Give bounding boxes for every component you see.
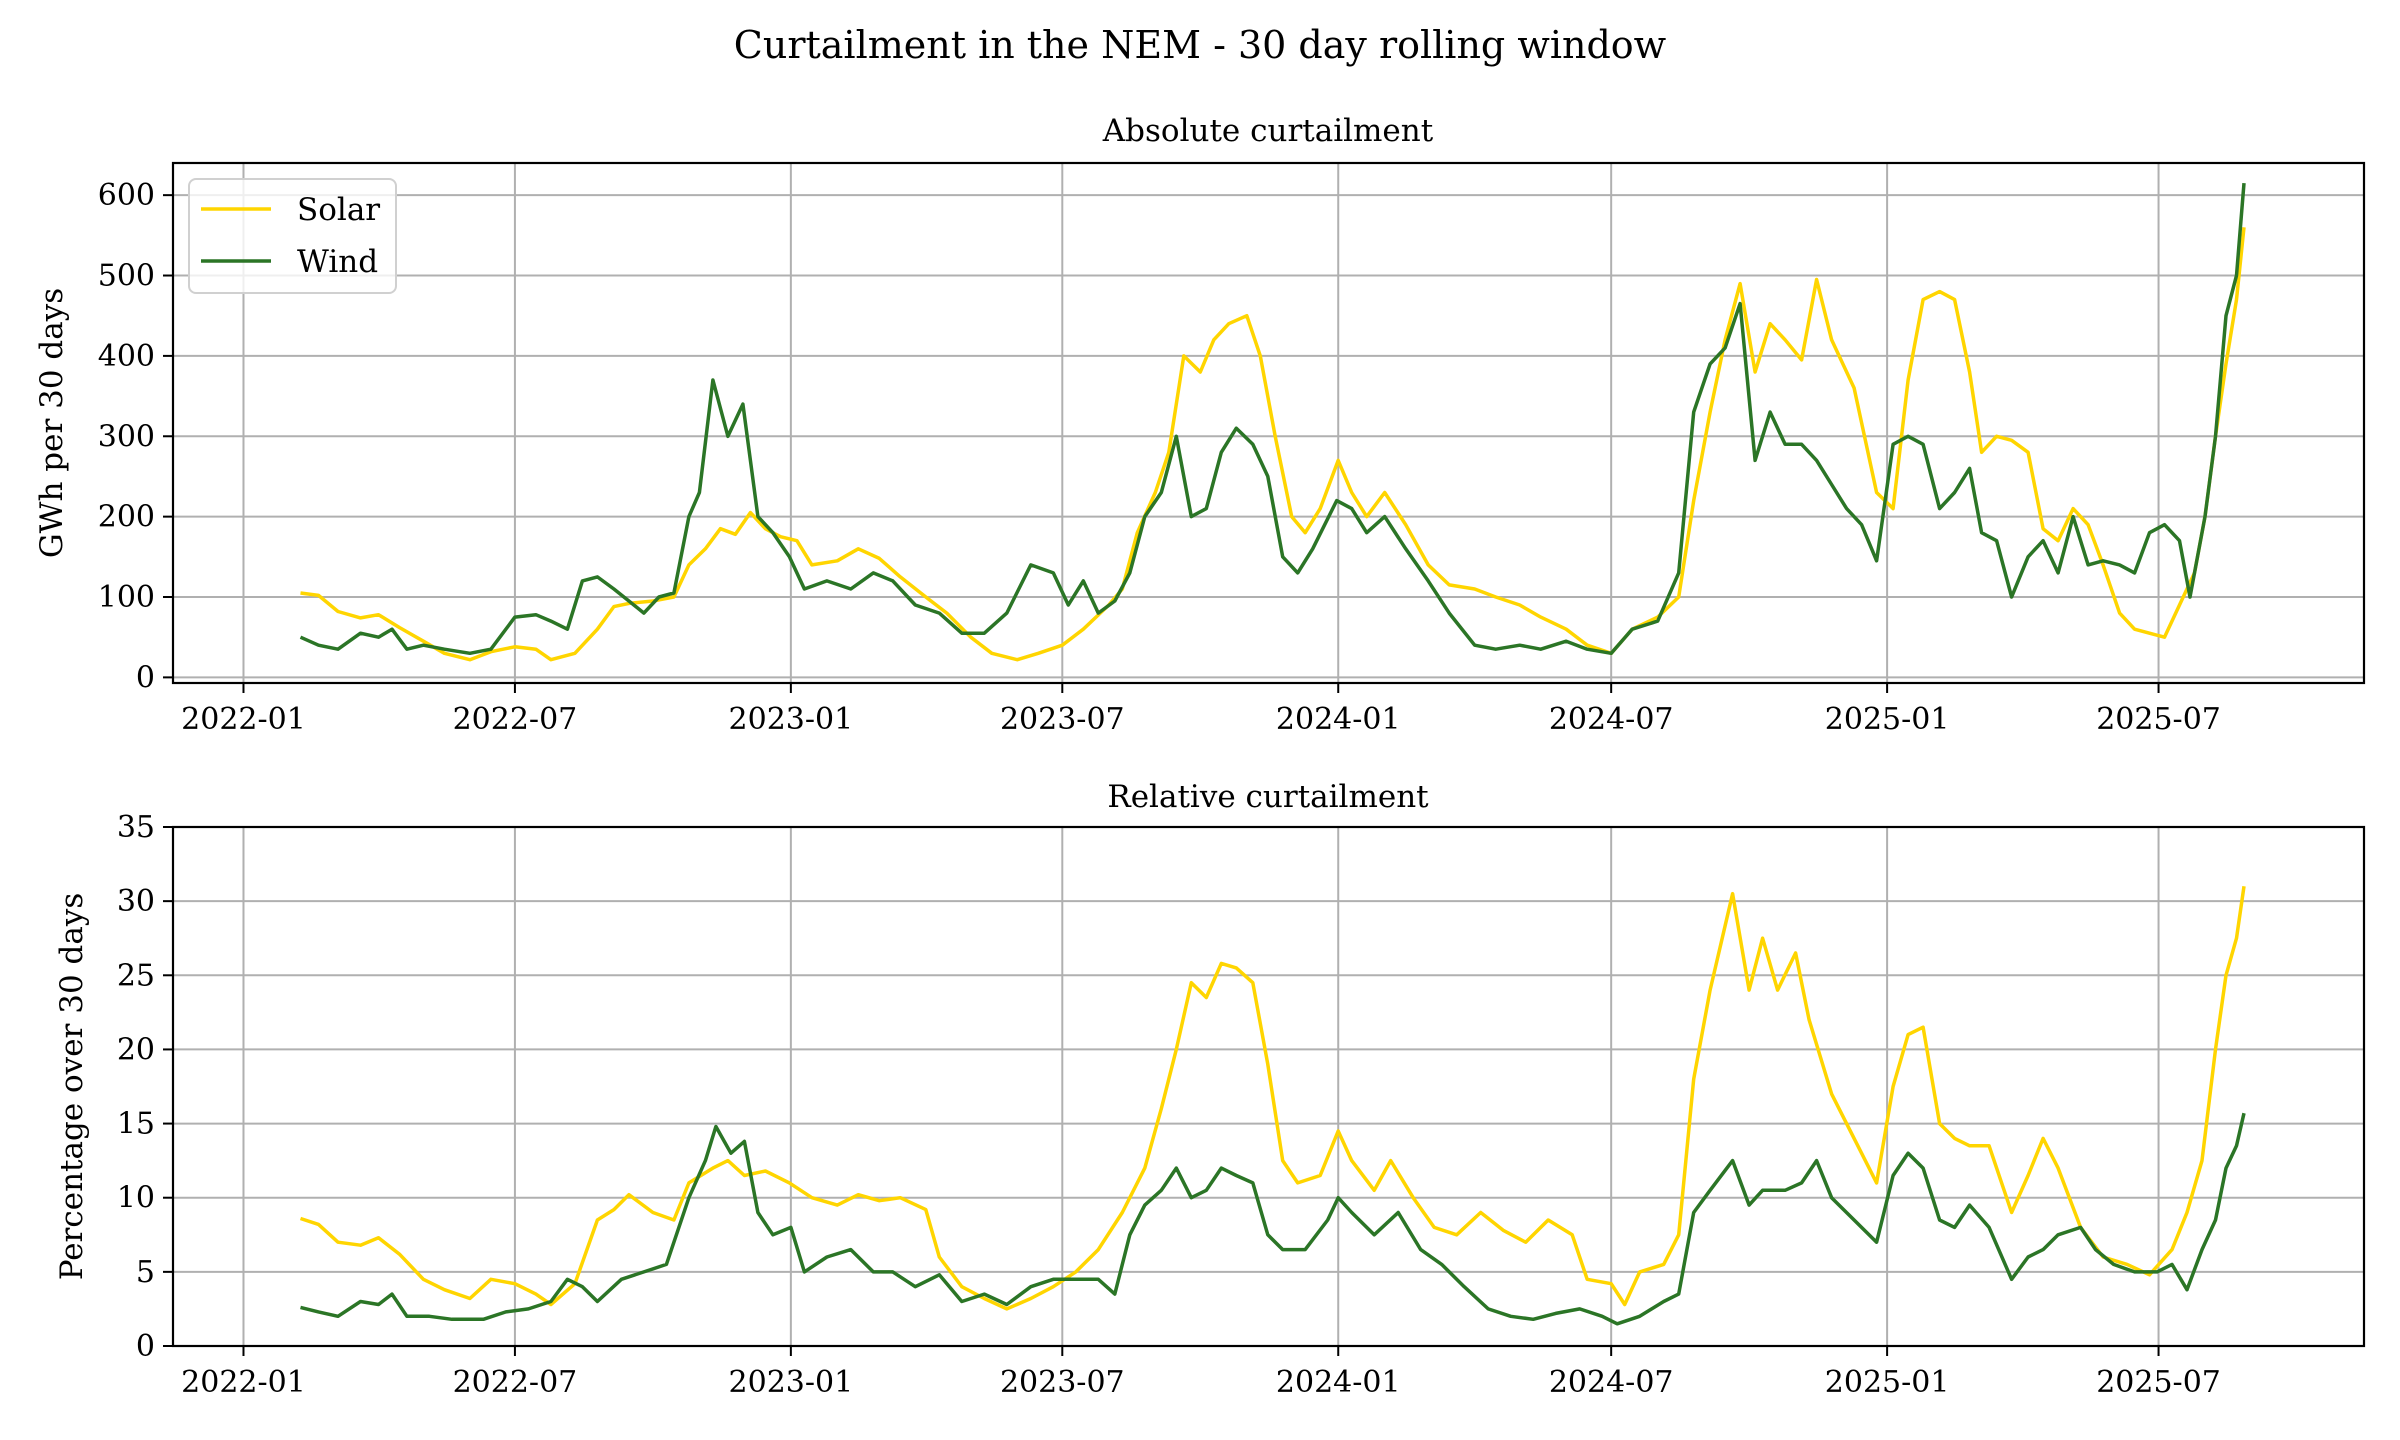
x-axis: 2022-01 2022-07 2023-01 2023-07 2024-01 2024-… [181, 1346, 2221, 1400]
series-group [299, 182, 2246, 662]
relative-curtailment-axes: Relative curtailment 2022-01 2022-07 2023-… [54, 779, 2366, 1400]
y-axis-label: GWh per 30 days [34, 288, 70, 558]
x-tick-label: 2022-01 [181, 1365, 306, 1400]
series-line-wind [299, 182, 2246, 656]
x-tick-label: 2025-07 [2096, 1365, 2221, 1400]
y-tick-label: 300 [98, 419, 155, 454]
x-tick-label: 2025-07 [2096, 702, 2221, 737]
y-axis: 0 5 10 15 20 25 30 35 [117, 810, 173, 1364]
legend-solar-label: Solar [297, 192, 380, 228]
x-tick-label: 2023-07 [1000, 702, 1125, 737]
legend: Solar Wind [188, 178, 397, 294]
y-tick-label: 30 [117, 884, 155, 919]
y-tick-label: 100 [98, 580, 155, 615]
y-axis: 0 100 200 300 400 500 600 [98, 178, 173, 695]
series-group [299, 886, 2246, 1326]
x-tick-label: 2022-01 [181, 702, 306, 737]
series-line-solar [300, 227, 2246, 662]
x-tick-label: 2022-07 [453, 1365, 578, 1400]
x-tick-label: 2024-01 [1276, 1365, 1401, 1400]
gridlines [173, 827, 2364, 1347]
x-tick-label: 2025-01 [1825, 702, 1950, 737]
gridlines [173, 163, 2364, 683]
absolute-curtailment-axes: Absolute curtailment 2022-01 2022-07 2023-… [34, 113, 2366, 737]
series-line-solar [299, 886, 2246, 1311]
y-tick-label: 400 [98, 339, 155, 374]
y-tick-label: 35 [117, 810, 155, 845]
y-axis-label: Percentage over 30 days [54, 893, 90, 1281]
y-tick-label: 200 [98, 500, 155, 535]
x-axis: 2022-01 2022-07 2023-01 2023-07 2024-01 2024-… [181, 683, 2221, 737]
axes-title: Absolute curtailment [1102, 113, 1434, 149]
x-tick-label: 2024-07 [1549, 1365, 1674, 1400]
y-tick-label: 0 [136, 660, 155, 695]
series-line-wind [300, 1112, 2246, 1326]
x-tick-label: 2025-01 [1825, 1365, 1950, 1400]
y-tick-label: 0 [136, 1329, 155, 1364]
y-tick-label: 5 [136, 1255, 155, 1290]
x-tick-label: 2023-01 [729, 702, 854, 737]
y-tick-label: 500 [98, 259, 155, 294]
x-tick-label: 2022-07 [453, 702, 578, 737]
x-tick-label: 2023-07 [1000, 1365, 1125, 1400]
figure-title: Curtailment in the NEM - 30 day rolling … [734, 23, 1667, 67]
x-tick-label: 2023-01 [729, 1365, 854, 1400]
y-tick-label: 20 [117, 1032, 155, 1067]
y-tick-label: 15 [117, 1107, 155, 1142]
legend-wind-label: Wind [297, 244, 378, 280]
y-tick-label: 600 [98, 178, 155, 213]
axes-title: Relative curtailment [1107, 779, 1429, 815]
y-tick-label: 10 [117, 1181, 155, 1216]
x-tick-label: 2024-01 [1276, 702, 1401, 737]
x-tick-label: 2024-07 [1549, 702, 1674, 737]
y-tick-label: 25 [117, 958, 155, 993]
axes-frame [171, 161, 2366, 685]
axes-frame [171, 825, 2366, 1348]
